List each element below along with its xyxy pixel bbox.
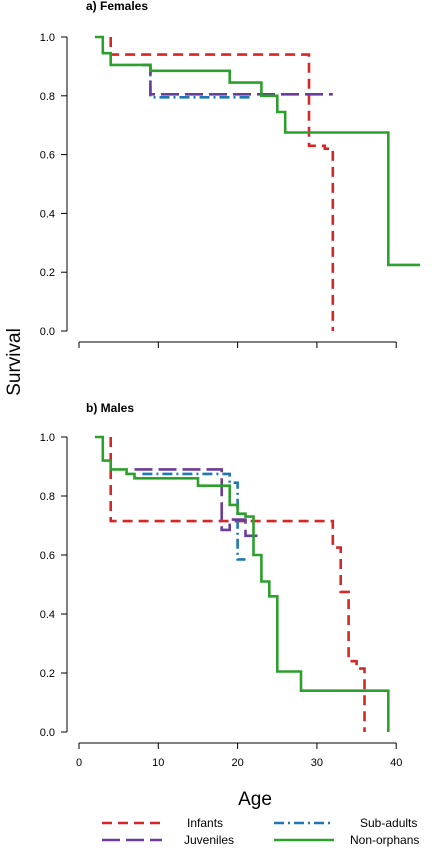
females-panel: 0.0 0.2 0.4 0.6 0.8 1.0 bbox=[40, 32, 420, 348]
y-tick-label-males: 0.2 bbox=[40, 668, 55, 680]
y-tick-label-females: 0.0 bbox=[40, 326, 55, 338]
series-line-non-orphans-females bbox=[94, 35, 420, 267]
legend-label-juveniles: Juveniles bbox=[184, 833, 234, 847]
y-tick-label-females: 0.6 bbox=[40, 150, 55, 162]
series-line-non-orphans-males bbox=[94, 435, 390, 732]
x-tick-label-males: 0 bbox=[76, 757, 82, 769]
panel-title-females: a) Females bbox=[86, 0, 148, 13]
legend-label-infants: Infants bbox=[187, 816, 223, 830]
x-tick-label-males: 10 bbox=[152, 757, 164, 769]
series-line-sub-adults-males bbox=[142, 472, 246, 561]
legend: Infants Sub-adults Juveniles Non-orphans bbox=[102, 816, 419, 847]
y-axis-title: Survival bbox=[4, 328, 25, 396]
series-line-juveniles-females bbox=[142, 63, 333, 96]
y-tick-label-males: 0.0 bbox=[40, 727, 55, 739]
y-tick-label-females: 0.8 bbox=[40, 91, 55, 103]
males-panel: 0.0 0.2 0.4 0.6 0.8 1.0 0 10 20 30 40 bbox=[40, 432, 403, 769]
y-tick-label-females: 1.0 bbox=[40, 32, 55, 44]
x-axis-title: Age bbox=[238, 789, 272, 810]
x-tick-label-males: 20 bbox=[231, 757, 243, 769]
y-tick-label-females: 0.2 bbox=[40, 267, 55, 279]
legend-label-non-orphans: Non-orphans bbox=[350, 833, 419, 847]
y-tick-label-males: 0.8 bbox=[40, 491, 55, 503]
y-tick-label-males: 1.0 bbox=[40, 432, 55, 444]
panel-title-males: b) Males bbox=[86, 401, 134, 415]
series-line-infants-males bbox=[109, 437, 366, 732]
series-line-juveniles-males bbox=[134, 468, 262, 538]
y-tick-label-males: 0.6 bbox=[40, 550, 55, 562]
x-tick-label-males: 30 bbox=[311, 757, 323, 769]
y-tick-label-females: 0.4 bbox=[40, 208, 55, 220]
y-tick-label-males: 0.4 bbox=[40, 609, 55, 621]
x-tick-label-males: 40 bbox=[390, 757, 402, 769]
legend-label-sub-adults: Sub-adults bbox=[360, 816, 417, 830]
series-line-infants-females bbox=[109, 37, 335, 331]
